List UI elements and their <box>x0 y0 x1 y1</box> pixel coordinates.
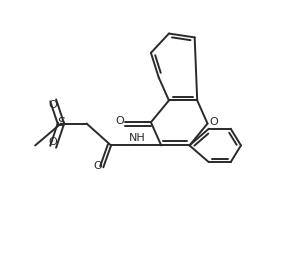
Text: NH: NH <box>128 133 145 143</box>
Text: O: O <box>49 100 57 110</box>
Text: O: O <box>115 116 124 126</box>
Text: O: O <box>93 161 102 171</box>
Text: O: O <box>49 137 57 147</box>
Text: O: O <box>210 117 218 127</box>
Text: S: S <box>57 116 65 129</box>
